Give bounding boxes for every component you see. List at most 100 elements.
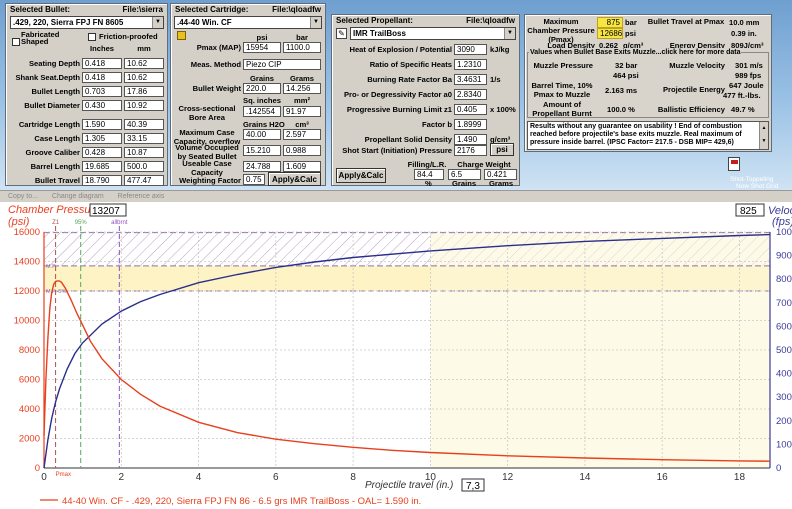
fabricated-checkbox[interactable] <box>12 38 20 46</box>
left-tick-label: 0 <box>35 463 40 474</box>
bullet-row-mm[interactable]: 10.87 <box>124 147 164 158</box>
bullet-row-inches[interactable]: 1.305 <box>82 133 122 144</box>
right-tick-label: 100 <box>776 439 792 450</box>
ballistics-chart[interactable]: 0 2 4 6 8 10 12 14 16 18 0 2000 4000 6000 8000 10000 120… <box>0 202 792 507</box>
bullet-row-mm[interactable]: 33.15 <box>124 133 164 144</box>
bullet-row-mm[interactable]: 17.86 <box>124 86 164 97</box>
res-travel-label: Bullet Travel at Pmax <box>647 17 725 26</box>
bullet-row-mm[interactable]: 10.62 <box>124 58 164 69</box>
bullet-row-mm[interactable]: 477.47 <box>124 175 164 186</box>
reference-axis-link[interactable]: Reference axis <box>117 193 165 200</box>
pmax-psi-field[interactable]: 15954 <box>243 42 281 53</box>
wf-field[interactable]: 0.75 <box>243 174 265 185</box>
change-diagram-link[interactable]: Change diagram <box>51 193 104 200</box>
bullet-select[interactable]: .429, 220, Sierra FPJ FN 8605 ▼ <box>10 16 164 29</box>
bullet-row-mm[interactable]: 500.0 <box>124 161 164 172</box>
pmax-bar-field[interactable]: 1100.0 <box>283 42 321 53</box>
shot-unit-button[interactable]: psi <box>490 143 514 156</box>
chevron-down-icon[interactable]: ▼ <box>310 17 321 28</box>
col-psi: psi <box>256 33 268 42</box>
x-tick-label: 14 <box>579 472 591 483</box>
pmax-label: Pmax (MAP) <box>196 43 241 52</box>
bullet-row-mm[interactable]: 10.62 <box>124 72 164 83</box>
prop-row-label: Factor b <box>422 120 452 129</box>
bullet-row-inches[interactable]: 0.418 <box>82 58 122 69</box>
prop-row-unit: x 100% <box>490 105 516 114</box>
prop-row-value[interactable]: 1.2310 <box>454 59 487 70</box>
bullet-row-label: Cartridge Length <box>18 120 80 129</box>
res-pmax-psi: 12686 <box>597 28 623 39</box>
right-tick-label: 400 <box>776 369 792 380</box>
right-readout-box <box>735 203 765 217</box>
maxcase-cm3-field[interactable]: 2.597 <box>283 129 321 140</box>
bullet-row-label: Shank Seat.Depth <box>15 73 80 82</box>
prop-row-value[interactable]: 3.4631 <box>454 74 487 85</box>
prop-row-value[interactable]: 1.8999 <box>454 119 487 130</box>
prop-row-value[interactable]: 2.8340 <box>454 89 487 100</box>
bullet-panel: Selected Bullet: File:\sierra .429, 220, … <box>5 3 168 186</box>
maxcase-label: Maximum Case Capacity, overflow <box>173 128 241 146</box>
bullet-row-inches[interactable]: 0.703 <box>82 86 122 97</box>
bullet-row-inches[interactable]: 0.418 <box>82 72 122 83</box>
left-tick-label: 10000 <box>14 316 40 327</box>
col-grh2o: Grains H2O <box>243 120 285 129</box>
left-tick-label: 2000 <box>19 434 40 445</box>
bullet-row-label: Bullet Length <box>31 87 80 96</box>
bullet-row-inches[interactable]: 1.590 <box>82 119 122 130</box>
bullet-header: Selected Bullet: <box>10 5 71 14</box>
chevron-down-icon[interactable]: ▼ <box>504 28 515 39</box>
res-section-title[interactable]: Values when Bullet Base Exits Muzzle...c… <box>529 48 742 57</box>
grains-label: Grains <box>452 179 477 188</box>
charge-g-field[interactable]: 0.421 <box>484 169 517 180</box>
vol-gr-field: 15.210 <box>243 145 281 156</box>
bullet-row-inches[interactable]: 19.685 <box>82 161 122 172</box>
pmax-marker-label: Pmax <box>56 472 71 478</box>
friction-checkbox[interactable] <box>88 33 96 41</box>
left-tick-label: 4000 <box>19 404 40 415</box>
left-tick-label: 16000 <box>14 227 40 238</box>
apply-calc-button-2[interactable]: Apply&Calc <box>336 168 386 183</box>
left-axis-label: Chamber Pressure <box>8 204 100 216</box>
res-ap-value: 100.0 % <box>607 105 635 114</box>
x-tick-label: 16 <box>657 472 669 483</box>
prop-row-value[interactable]: 3090 <box>454 44 487 55</box>
cartridge-icon[interactable] <box>177 31 186 40</box>
col-grains: Grains <box>249 74 275 83</box>
charge-gr-field[interactable]: 6.5 <box>448 169 481 180</box>
bullet-row-mm[interactable]: 10.92 <box>124 100 164 111</box>
cartridge-select[interactable]: .44-40 Win. CF ▼ <box>174 16 322 29</box>
chevron-down-icon[interactable]: ▼ <box>152 17 163 28</box>
legend-text: 44-40 Win. CF - .429, 220, Sierra FPJ FN… <box>62 496 421 507</box>
prop-row-value[interactable]: 1.490 <box>454 134 487 145</box>
meas-label: Meas. Method <box>190 60 241 69</box>
bw-gr-field[interactable]: 220.0 <box>243 83 281 94</box>
left-tick-label: 8000 <box>19 345 40 356</box>
bw-g-field[interactable]: 14.256 <box>283 83 321 94</box>
bullet-row-inches[interactable]: 18.790 <box>82 175 122 186</box>
x-tick-label: 12 <box>502 472 514 483</box>
note-scrollbar[interactable]: ▲ ▼ <box>759 122 768 149</box>
status-line2: Now Shot Grid <box>736 183 779 190</box>
left-unit: (psi) <box>8 216 30 228</box>
bullet-row-inches[interactable]: 0.428 <box>82 147 122 158</box>
cartridge-panel: Selected Cartridge: File:\qloadfw .44-40 … <box>170 3 326 186</box>
copy-to-link[interactable]: Copy to... <box>8 193 38 200</box>
bullet-row-inches[interactable]: 0.430 <box>82 100 122 111</box>
res-energy-value: 809J/cm³ <box>731 41 764 50</box>
powder-icon[interactable]: ✎ <box>336 28 347 39</box>
bullet-file: File:\sierra <box>122 5 163 14</box>
propellant-select[interactable]: IMR TrailBoss ▼ <box>350 27 516 40</box>
meas-field[interactable]: Piezo CIP <box>243 59 321 70</box>
bullet-row-label: Case Length <box>34 134 80 143</box>
bullet-row-mm[interactable]: 40.39 <box>124 119 164 130</box>
x-tick-label: 0 <box>41 472 47 483</box>
apply-calc-button[interactable]: Apply&Calc <box>268 172 321 186</box>
shot-field[interactable]: 2176 <box>454 145 487 156</box>
res-load-unit: g/cm³ <box>623 41 644 50</box>
res-pmax-label: Maximum Chamber Pressure (Pmax) <box>527 17 595 44</box>
status-icon[interactable] <box>728 157 740 171</box>
results-note[interactable]: Results without any guarantee on usabili… <box>527 121 769 150</box>
maxcase-gr-field[interactable]: 40.00 <box>243 129 281 140</box>
prop-row-value[interactable]: 0.405 <box>454 104 487 115</box>
right-tick-label: 600 <box>776 321 792 332</box>
